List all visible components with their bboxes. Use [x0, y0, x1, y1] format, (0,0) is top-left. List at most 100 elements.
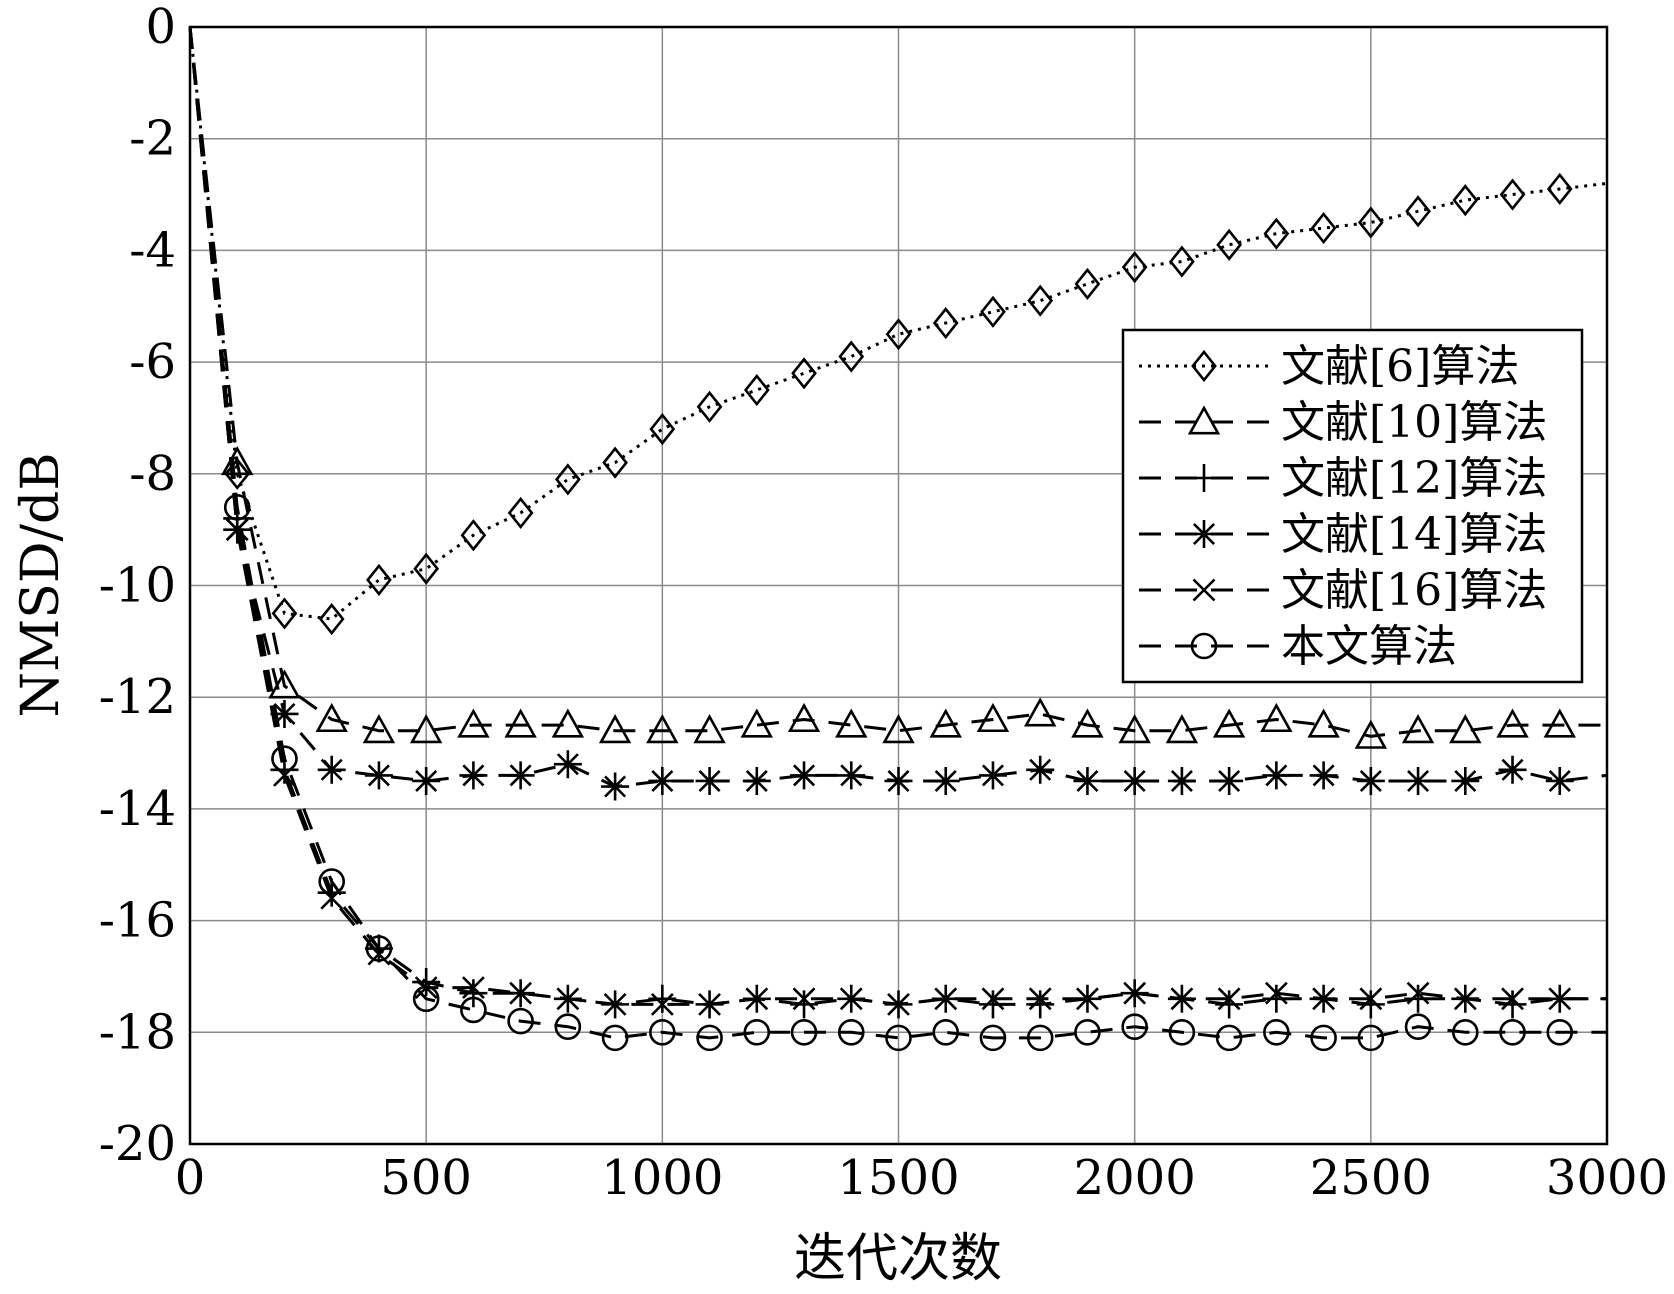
series-0-marker-21 [1169, 245, 1195, 278]
series-1-marker-21 [1165, 714, 1199, 744]
series-0-marker-18 [1027, 284, 1054, 317]
series-1-marker-15 [882, 714, 915, 744]
series-5-marker-17 [979, 1024, 1007, 1052]
series-4-marker-16 [934, 987, 958, 1011]
series-4-marker-27 [1453, 987, 1477, 1011]
series-3-marker-3 [317, 755, 346, 784]
series-5-marker-25 [1357, 1024, 1385, 1052]
y-tick-label-6: -12 [99, 669, 176, 725]
series-3-marker-23 [1262, 761, 1291, 790]
y-tick-label-9: -18 [99, 1004, 176, 1060]
legend-marker-1 [1187, 405, 1221, 435]
series-2-marker-13 [790, 990, 819, 1019]
legend-box [1121, 328, 1584, 684]
x-tick-label-5: 2500 [1310, 1150, 1432, 1206]
series-0-marker-2 [271, 597, 298, 630]
y-tick-label-10: -20 [99, 1116, 176, 1172]
series-1-marker-25 [1354, 719, 1388, 749]
x-tick-label-3: 1500 [837, 1150, 959, 1206]
series-4-marker-20 [1123, 981, 1147, 1005]
series-4-marker-13 [792, 987, 816, 1011]
series-3-marker-11 [695, 766, 724, 795]
series-4-marker-23 [1264, 981, 1288, 1005]
series-0-marker-23 [1263, 217, 1290, 250]
series-3-marker-17 [978, 761, 1007, 790]
series-0-marker-10 [649, 413, 676, 446]
series-2-marker-22 [1215, 990, 1244, 1019]
series-2-marker-17 [978, 990, 1007, 1019]
series-5-marker-6 [460, 996, 487, 1024]
series-5-marker-29 [1546, 1019, 1574, 1046]
series-4-marker-22 [1217, 987, 1241, 1011]
series-5-marker-8 [554, 1013, 582, 1041]
series-1 [188, 26, 1607, 749]
series-line-5 [188, 26, 1607, 1040]
x-tick-label-4: 2000 [1074, 1150, 1196, 1206]
series-4-marker-26 [1406, 981, 1430, 1005]
series-5-marker-10 [649, 1019, 676, 1046]
legend-item-4: 文献[16]算法 [1139, 565, 1547, 616]
series-3-marker-25 [1356, 766, 1385, 795]
y-tick-label-3: -6 [129, 334, 176, 390]
series-0-marker-22 [1216, 228, 1242, 261]
series-0-marker-7 [507, 496, 534, 529]
legend-item-1: 文献[10]算法 [1139, 397, 1547, 448]
series-4-marker-15 [887, 992, 910, 1016]
x-tick-label-6: 3000 [1546, 1150, 1668, 1206]
series-2-marker-26 [1404, 984, 1433, 1013]
series-2-marker-18 [1026, 990, 1055, 1019]
series-5-marker-2 [271, 745, 298, 772]
legend-item-2: 文献[12]算法 [1139, 453, 1547, 504]
series-2-marker-28 [1498, 990, 1527, 1019]
series-3-marker-16 [931, 766, 960, 795]
series-2-marker-5 [412, 968, 441, 997]
series-3-marker-15 [884, 766, 913, 795]
legend-label-2: 文献[12]算法 [1281, 453, 1547, 504]
series-5 [188, 26, 1607, 1052]
legend-item-3: 文献[14]算法 [1139, 509, 1547, 560]
legend-label-0: 文献[6]算法 [1281, 341, 1519, 392]
series-5-marker-26 [1404, 1013, 1432, 1041]
plot-frame [188, 25, 1609, 1146]
series-1-marker-3 [315, 702, 348, 733]
series-0-marker-3 [318, 602, 345, 636]
series-5-marker-5 [412, 985, 440, 1013]
series-0-marker-24 [1310, 211, 1337, 245]
series-0-marker-4 [366, 563, 392, 596]
series-3-marker-8 [553, 750, 582, 779]
series-1-marker-24 [1307, 708, 1340, 738]
series-3-marker-12 [742, 766, 771, 795]
series-1-marker-26 [1401, 714, 1435, 744]
series-5-marker-23 [1263, 1019, 1290, 1046]
series-5-marker-14 [837, 1019, 865, 1046]
legend-marker-5 [1190, 632, 1218, 660]
legend-item-0: 文献[6]算法 [1139, 341, 1519, 392]
series-5-marker-7 [507, 1007, 534, 1035]
series-5-marker-18 [1026, 1024, 1054, 1052]
legend-marker-2 [1190, 464, 1218, 492]
series-0-marker-11 [696, 390, 723, 423]
series-0-marker-8 [555, 463, 581, 496]
series-1-marker-20 [1118, 714, 1151, 744]
series-1-marker-27 [1449, 714, 1482, 744]
series-0-marker-28 [1499, 178, 1526, 211]
series-4-marker-9 [603, 992, 627, 1016]
series-4-marker-24 [1312, 987, 1336, 1011]
series-0-marker-15 [885, 318, 912, 351]
series-1-marker-5 [409, 714, 443, 744]
series-0-marker-9 [602, 446, 628, 479]
series-0-marker-29 [1546, 172, 1573, 206]
legend-label-4: 文献[16]算法 [1281, 565, 1547, 616]
series-0-marker-13 [791, 357, 817, 390]
series-0-marker-26 [1405, 195, 1431, 228]
y-axis-label: NMSD/dB [11, 452, 71, 717]
y-tick-label-2: -4 [129, 222, 176, 278]
series-3-marker-7 [506, 761, 535, 790]
series-4-marker-14 [839, 987, 863, 1011]
series-1-marker-14 [835, 708, 868, 738]
series-3-marker-6 [459, 761, 488, 790]
series-5-marker-13 [790, 1019, 818, 1046]
series-5-marker-24 [1310, 1024, 1337, 1052]
series-3-marker-14 [837, 761, 866, 790]
